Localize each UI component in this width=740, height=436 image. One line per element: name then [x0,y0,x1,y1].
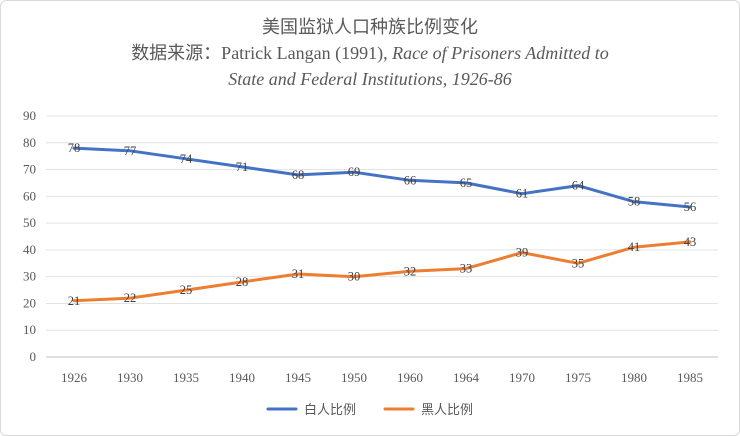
series-line-2 [72,240,692,303]
y-tick-label: 0 [30,349,37,364]
data-label: 74 [180,152,193,166]
source-prefix: 数据来源：Patrick Langan (1991), [131,43,393,63]
data-label: 35 [572,256,585,270]
y-tick-label: 20 [23,295,36,310]
data-label: 58 [628,195,641,209]
x-tick-label: 1985 [677,370,703,385]
data-label: 32 [404,264,417,278]
data-label: 39 [516,246,529,260]
data-label: 31 [292,267,305,281]
data-label: 78 [68,141,81,155]
y-tick-label: 60 [23,188,36,203]
data-label: 61 [516,187,529,201]
source-work-title: Race of Prisoners Admitted to [392,43,609,63]
x-tick-label: 1964 [453,370,480,385]
data-label: 77 [124,144,137,158]
data-label: 65 [460,176,473,190]
data-label: 30 [348,270,361,284]
data-label: 56 [684,200,697,214]
y-tick-label: 50 [23,215,36,230]
y-tick-label: 30 [23,269,36,284]
series-layer: 78 77 74 71 68 69 66 65 61 64 58 56 21 22 25 28 31 30 32 33… [68,141,697,308]
data-label: 71 [236,160,249,174]
y-tick-label: 90 [23,108,36,123]
x-tick-label: 1945 [285,370,311,385]
x-tick-label: 1960 [397,370,423,385]
x-tick-label: 1980 [621,370,647,385]
legend-label-1: 白人比例 [304,402,356,418]
x-tick-label: 1975 [565,370,591,385]
chart-title-block: 美国监狱人口种族比例变化 数据来源：Patrick Langan (1991),… [0,14,740,92]
chart-title: 美国监狱人口种族比例变化 [262,17,478,37]
y-tick-label: 40 [23,242,36,257]
data-label: 68 [292,168,305,182]
series-line-1 [72,146,692,209]
data-label: 41 [628,240,641,254]
y-tick-label: 80 [23,135,36,150]
x-tick-label: 1926 [61,370,88,385]
x-tick-label: 1930 [117,370,143,385]
x-tick-label: 1950 [341,370,367,385]
data-label: 33 [460,262,473,276]
y-tick-label: 70 [23,162,36,177]
y-tick-label: 10 [23,322,36,337]
y-axis: 0 10 20 30 40 50 60 70 80 90 [23,108,36,364]
data-label: 28 [236,275,249,289]
data-label: 64 [572,179,585,193]
x-tick-label: 1970 [509,370,535,385]
chart-source-line1: 数据来源：Patrick Langan (1991), Race of Pris… [0,40,740,66]
data-label: 69 [348,165,361,179]
data-label: 66 [404,173,417,187]
data-label: 21 [68,294,81,308]
data-label: 25 [180,283,193,297]
data-label: 22 [124,291,137,305]
x-axis: 1926 1930 1935 1940 1945 1950 1960 1964 1970 1975… [61,370,703,385]
legend-label-2: 黑人比例 [421,403,473,418]
grid-lines [46,115,718,358]
data-label: 43 [684,235,697,249]
x-tick-label: 1940 [229,370,255,385]
chart-source-line2: State and Federal Institutions, 1926-86 [228,69,512,89]
x-tick-label: 1935 [173,370,199,385]
legend: 白人比例 黑人比例 [266,402,473,418]
